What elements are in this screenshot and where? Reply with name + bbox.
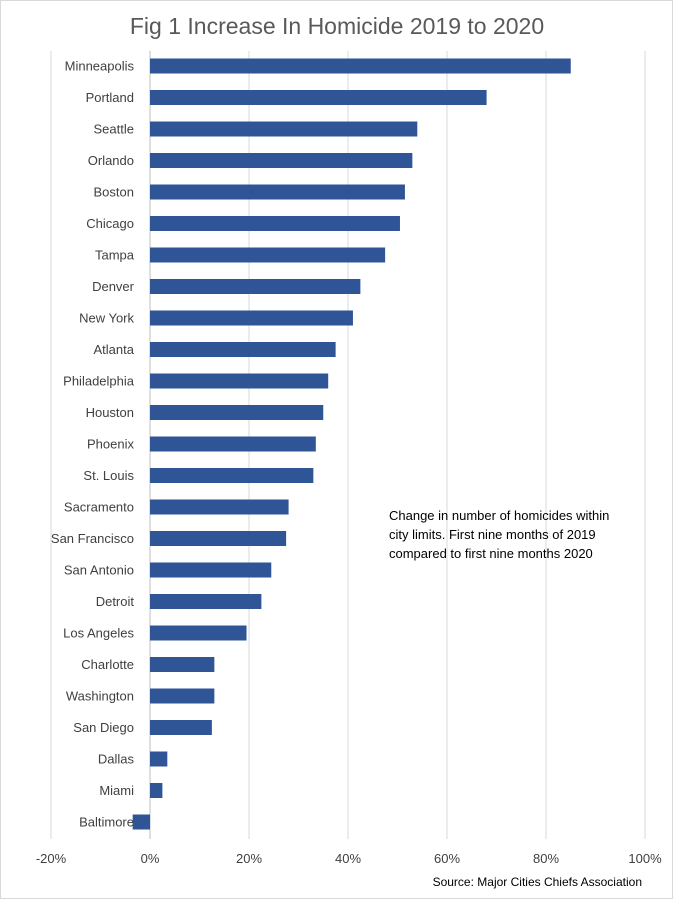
bar [150, 121, 418, 137]
bar [150, 499, 289, 515]
bar [150, 279, 361, 294]
category-label: Dallas [98, 752, 135, 767]
bar [150, 247, 386, 263]
x-tick-labels: -20% 0% 20% 40% 60% 80% 100% [36, 851, 662, 866]
category-label: Washington [66, 689, 134, 704]
category-label: Chicago [86, 216, 134, 231]
category-label: San Antonio [64, 563, 134, 578]
x-tick-label: 80% [533, 851, 559, 866]
category-label: Seattle [94, 122, 134, 137]
bar [150, 468, 314, 483]
bar [150, 751, 168, 767]
category-label: San Diego [73, 720, 134, 735]
bar [150, 783, 163, 798]
bar [150, 373, 329, 389]
category-label: Detroit [96, 594, 135, 609]
bar [150, 436, 316, 452]
bar [150, 688, 215, 704]
bar [150, 405, 324, 420]
category-label: Portland [86, 90, 134, 105]
bar [150, 594, 262, 609]
category-label: St. Louis [83, 468, 134, 483]
bar [150, 562, 272, 578]
x-tick-label: 40% [335, 851, 361, 866]
bar [150, 58, 571, 74]
category-label: Atlanta [94, 342, 135, 357]
bar [150, 184, 405, 200]
category-label: Houston [86, 405, 134, 420]
x-tick-label: 100% [628, 851, 662, 866]
category-label: Charlotte [81, 657, 134, 672]
bar [150, 310, 353, 326]
source-note: Source: Major Cities Chiefs Association [432, 875, 642, 889]
bar [150, 342, 336, 357]
bar [150, 531, 287, 546]
category-label: San Francisco [51, 531, 134, 546]
category-label: Phoenix [87, 437, 134, 452]
bar [150, 153, 413, 168]
bar [150, 657, 215, 672]
x-tick-label: -20% [36, 851, 67, 866]
bar [150, 90, 487, 105]
category-label: New York [79, 311, 134, 326]
bar [150, 216, 400, 231]
bar [150, 720, 212, 735]
grid-lines [50, 51, 646, 839]
category-label: Boston [94, 185, 134, 200]
x-tick-label: 20% [236, 851, 262, 866]
category-label: Orlando [88, 153, 134, 168]
category-label: Los Angeles [63, 626, 134, 641]
category-labels: Minneapolis Portland Seattle Orlando Boston C… [51, 59, 135, 830]
bar [132, 814, 150, 830]
category-label: Sacramento [64, 500, 134, 515]
bar [150, 625, 247, 641]
chart-annotation: Change in number of homicides within cit… [389, 508, 610, 561]
category-label: Tampa [95, 248, 135, 263]
category-label: Minneapolis [65, 59, 135, 74]
category-label: Denver [92, 279, 135, 294]
chart-title: Fig 1 Increase In Homicide 2019 to 2020 [130, 13, 544, 39]
x-tick-label: 0% [141, 851, 160, 866]
category-label: Baltimore [79, 815, 134, 830]
bars [132, 58, 571, 830]
x-tick-label: 60% [434, 851, 460, 866]
category-label: Miami [99, 783, 134, 798]
category-label: Philadelphia [63, 374, 135, 389]
